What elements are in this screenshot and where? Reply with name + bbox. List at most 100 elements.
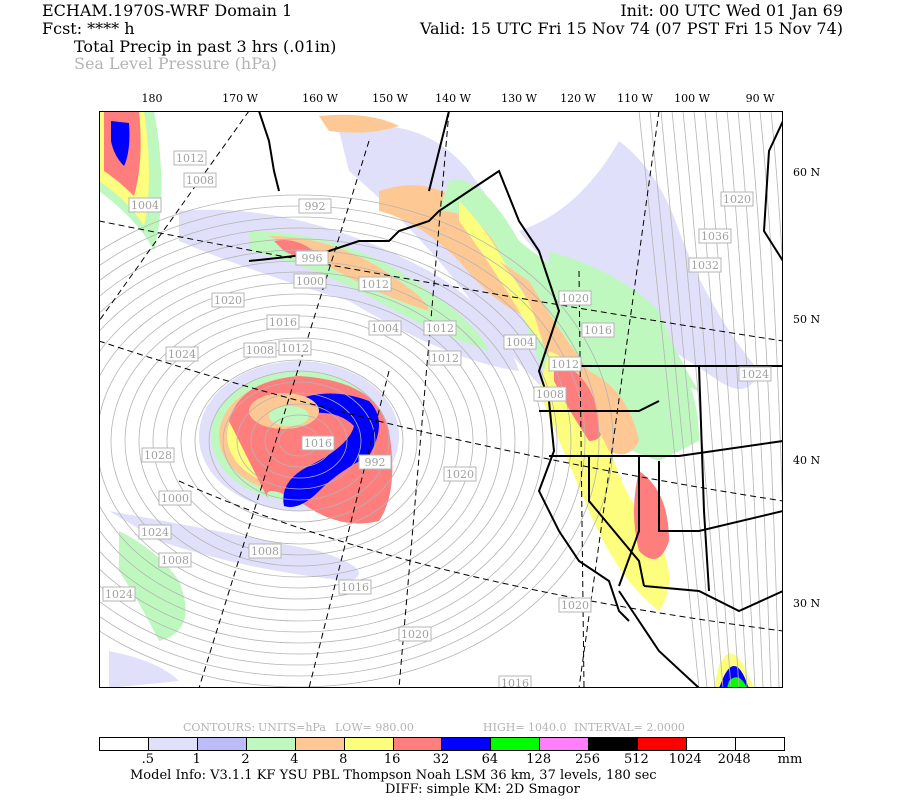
isobar <box>194 359 404 523</box>
isobar <box>208 370 390 512</box>
slp-label: 992 <box>358 454 392 470</box>
svg-text:1000: 1000 <box>161 492 189 505</box>
isobar <box>250 403 348 479</box>
isobar <box>222 381 376 501</box>
init-time: Init: 00 UTC Wed 01 Jan 69 <box>620 1 843 20</box>
colorbar-swatch <box>393 738 443 750</box>
svg-text:1012: 1012 <box>431 352 459 365</box>
svg-text:1012: 1012 <box>361 278 389 291</box>
slp-label: 1008 <box>183 172 217 188</box>
lon-label: 90 W <box>745 92 775 105</box>
isobar <box>236 392 362 490</box>
colorbar-tick-label: .5 <box>141 752 155 767</box>
svg-text:1016: 1016 <box>584 324 612 337</box>
svg-text:1024: 1024 <box>141 526 169 539</box>
colorbar-tick-label: 8 <box>339 752 348 767</box>
slp-label: 992 <box>298 198 332 214</box>
slp-label: 1024 <box>138 524 172 540</box>
isobar <box>110 293 488 589</box>
colorbar-swatch <box>687 738 736 750</box>
slp-label: 1016 <box>498 675 532 688</box>
svg-text:1008: 1008 <box>536 388 564 401</box>
slp-label: 1012 <box>423 320 457 336</box>
colorbar-tick-label: 2 <box>241 752 250 767</box>
lat-label: 40 N <box>793 454 821 467</box>
lat-label: 30 N <box>793 597 821 610</box>
svg-text:1012: 1012 <box>281 342 309 355</box>
contours-high: HIGH= 1040.0 <box>483 721 567 734</box>
svg-text:1012: 1012 <box>551 358 579 371</box>
forecast-hour: Fcst: **** h <box>42 19 135 38</box>
colorbar-swatch <box>344 738 394 750</box>
colorbar-tick-label: 128 <box>526 752 552 767</box>
isobar <box>99 238 558 644</box>
isobar <box>748 111 780 688</box>
field-precip-title: Total Precip in past 3 hrs (.01in) <box>74 37 337 56</box>
slp-label: 1016 <box>581 322 615 338</box>
lat-lon-grid <box>99 111 783 688</box>
lon-label: 150 W <box>372 92 408 105</box>
svg-text:992: 992 <box>305 200 326 213</box>
svg-text:1008: 1008 <box>186 174 214 187</box>
slp-label: 996 <box>295 250 329 266</box>
svg-text:1020: 1020 <box>561 599 589 612</box>
svg-text:1012: 1012 <box>426 322 454 335</box>
contours-units: UNITS=hPa <box>258 721 326 734</box>
svg-text:1020: 1020 <box>214 294 242 307</box>
isobar <box>99 227 572 655</box>
contours-interval: INTERVAL= 2.0000 <box>574 721 685 734</box>
svg-text:1032: 1032 <box>691 259 719 272</box>
svg-text:1004: 1004 <box>371 322 399 335</box>
svg-text:1020: 1020 <box>401 628 429 641</box>
colorbar-swatch <box>246 738 296 750</box>
slp-label: 1036 <box>698 228 732 244</box>
lon-label: 100 W <box>674 92 710 105</box>
isobar <box>759 111 783 535</box>
isobar <box>704 111 748 688</box>
isobar <box>682 111 732 688</box>
contours-label: CONTOURS: <box>183 721 256 734</box>
svg-text:1028: 1028 <box>144 449 172 462</box>
slp-label: 1020 <box>398 626 432 642</box>
isobar <box>770 111 783 280</box>
colorbar-units: mm <box>777 752 803 767</box>
slp-label: 1032 <box>688 257 722 273</box>
isobar <box>671 111 724 688</box>
slp-label: 1020 <box>211 292 245 308</box>
slp-label: 1028 <box>141 447 175 463</box>
isobar <box>124 304 474 578</box>
lon-label: 160 W <box>302 92 338 105</box>
colorbar-swatch <box>589 738 639 750</box>
diff-info: DIFF: simple KM: 2D Smagor <box>385 782 580 797</box>
colorbar-tick-label: 2048 <box>717 752 751 767</box>
slp-label: 1000 <box>293 273 327 289</box>
colorbar-tick-label: 16 <box>383 752 401 767</box>
lat-label: 60 N <box>793 166 821 179</box>
svg-text:1024: 1024 <box>741 368 769 381</box>
isobar <box>99 249 544 633</box>
colorbar-tick-label: 1 <box>192 752 201 767</box>
isobar <box>99 271 516 611</box>
svg-text:1020: 1020 <box>723 193 751 206</box>
svg-text:1036: 1036 <box>701 230 729 243</box>
svg-text:1016: 1016 <box>304 437 332 450</box>
isobar <box>715 111 756 688</box>
svg-text:1004: 1004 <box>506 336 534 349</box>
svg-text:992: 992 <box>365 456 386 469</box>
lat-label: 50 N <box>793 313 821 326</box>
slp-label: 1020 <box>558 597 592 613</box>
colorbar-tick-label: 256 <box>575 752 600 767</box>
slp-label: 1016 <box>266 314 300 330</box>
lon-label: 120 W <box>560 92 596 105</box>
slp-label: 1004 <box>128 197 162 213</box>
svg-text:1008: 1008 <box>161 554 189 567</box>
slp-label: 1020 <box>558 290 592 306</box>
slp-label: 1024 <box>165 346 199 362</box>
slp-label: 1012 <box>358 276 392 292</box>
svg-text:1024: 1024 <box>105 588 133 601</box>
slp-contour-labels: 1012 1008 1004 992 996 1000 1020 1016 1012 1008 10… <box>102 150 772 688</box>
colorbar-swatch <box>735 738 784 750</box>
slp-label: 1012 <box>173 150 207 166</box>
slp-label: 1000 <box>158 490 192 506</box>
colorbar-swatch <box>638 738 688 750</box>
